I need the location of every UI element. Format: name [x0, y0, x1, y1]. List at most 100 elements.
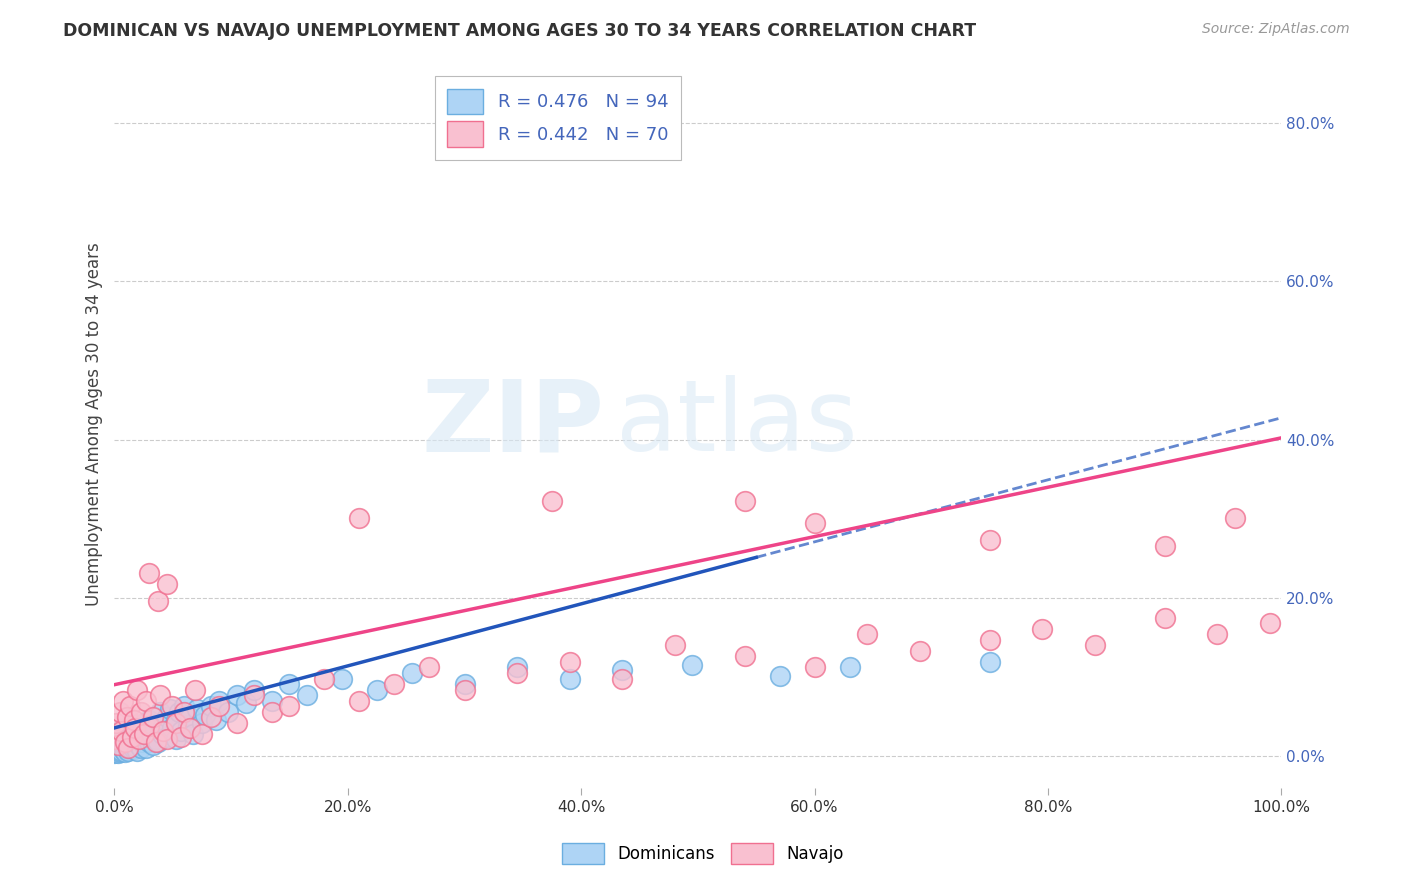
- Point: [115, 733, 138, 747]
- Point: [136, 706, 159, 720]
- Point: [105, 745, 128, 759]
- Point: [146, 686, 169, 700]
- Point: [108, 714, 131, 728]
- Point: [243, 638, 266, 652]
- Point: [162, 717, 184, 731]
- Point: [104, 743, 127, 757]
- Text: DOMINICAN VS NAVAJO UNEMPLOYMENT AMONG AGES 30 TO 34 YEARS CORRELATION CHART: DOMINICAN VS NAVAJO UNEMPLOYMENT AMONG A…: [63, 22, 976, 40]
- Point: [118, 722, 141, 736]
- Point: [125, 722, 148, 736]
- Point: [208, 670, 231, 684]
- Point: [640, 599, 662, 613]
- Point: [208, 686, 231, 700]
- Point: [129, 714, 152, 728]
- Point: [219, 678, 242, 692]
- Point: [122, 701, 145, 715]
- Point: [107, 717, 129, 731]
- Point: [165, 690, 187, 704]
- Point: [114, 737, 136, 751]
- Point: [129, 694, 152, 708]
- Point: [103, 745, 125, 759]
- Point: [136, 714, 159, 728]
- Point: [117, 735, 139, 749]
- Point: [124, 670, 146, 684]
- Point: [167, 678, 190, 692]
- Point: [107, 743, 129, 757]
- Point: [148, 722, 170, 736]
- Point: [122, 729, 145, 743]
- Point: [103, 725, 125, 739]
- Point: [395, 384, 418, 399]
- Point: [150, 686, 173, 700]
- Point: [138, 722, 160, 736]
- Point: [441, 638, 464, 652]
- Point: [1188, 496, 1211, 510]
- Point: [1014, 511, 1036, 525]
- Point: [103, 717, 125, 731]
- Point: [278, 654, 301, 668]
- Point: [127, 488, 149, 502]
- Point: [107, 686, 129, 700]
- Point: [406, 615, 429, 629]
- Point: [1270, 551, 1292, 566]
- Point: [131, 725, 153, 739]
- Legend: R = 0.476   N = 94, R = 0.442   N = 70: R = 0.476 N = 94, R = 0.442 N = 70: [434, 76, 681, 160]
- Point: [441, 626, 464, 640]
- Point: [110, 709, 132, 723]
- Point: [1270, 511, 1292, 525]
- Point: [104, 741, 127, 756]
- Text: atlas: atlas: [616, 376, 858, 472]
- Point: [756, 591, 779, 605]
- Point: [131, 729, 153, 743]
- Point: [219, 646, 242, 660]
- Point: [143, 698, 166, 712]
- Point: [127, 698, 149, 712]
- Point: [112, 737, 135, 751]
- Point: [803, 448, 825, 462]
- Point: [105, 722, 128, 736]
- Text: Source: ZipAtlas.com: Source: ZipAtlas.com: [1202, 22, 1350, 37]
- Point: [162, 701, 184, 715]
- Point: [267, 670, 290, 684]
- Point: [979, 527, 1001, 541]
- Point: [406, 638, 429, 652]
- Point: [127, 729, 149, 743]
- Point: [103, 733, 125, 747]
- Point: [110, 733, 132, 747]
- Point: [121, 737, 143, 751]
- Point: [115, 722, 138, 736]
- Point: [1258, 527, 1281, 541]
- Point: [132, 729, 155, 743]
- Point: [156, 717, 179, 731]
- Point: [122, 717, 145, 731]
- Point: [129, 706, 152, 720]
- Point: [371, 631, 394, 645]
- Point: [1234, 369, 1257, 384]
- Point: [110, 729, 132, 743]
- Point: [105, 733, 128, 747]
- Point: [290, 646, 312, 660]
- Point: [1107, 243, 1129, 257]
- Point: [172, 698, 194, 712]
- Point: [135, 717, 157, 731]
- Point: [115, 701, 138, 715]
- Point: [232, 662, 254, 676]
- Point: [132, 527, 155, 541]
- Point: [157, 681, 180, 696]
- Point: [143, 701, 166, 715]
- Point: [838, 574, 860, 589]
- Point: [141, 681, 163, 696]
- Point: [117, 739, 139, 754]
- Point: [142, 709, 165, 723]
- Point: [121, 717, 143, 731]
- Y-axis label: Unemployment Among Ages 30 to 34 years: Unemployment Among Ages 30 to 34 years: [86, 242, 103, 606]
- Point: [153, 709, 176, 723]
- Point: [148, 714, 170, 728]
- Point: [117, 709, 139, 723]
- Point: [173, 670, 195, 684]
- Point: [547, 634, 569, 648]
- Point: [114, 722, 136, 736]
- Point: [686, 441, 709, 455]
- Point: [138, 725, 160, 739]
- Point: [120, 709, 142, 723]
